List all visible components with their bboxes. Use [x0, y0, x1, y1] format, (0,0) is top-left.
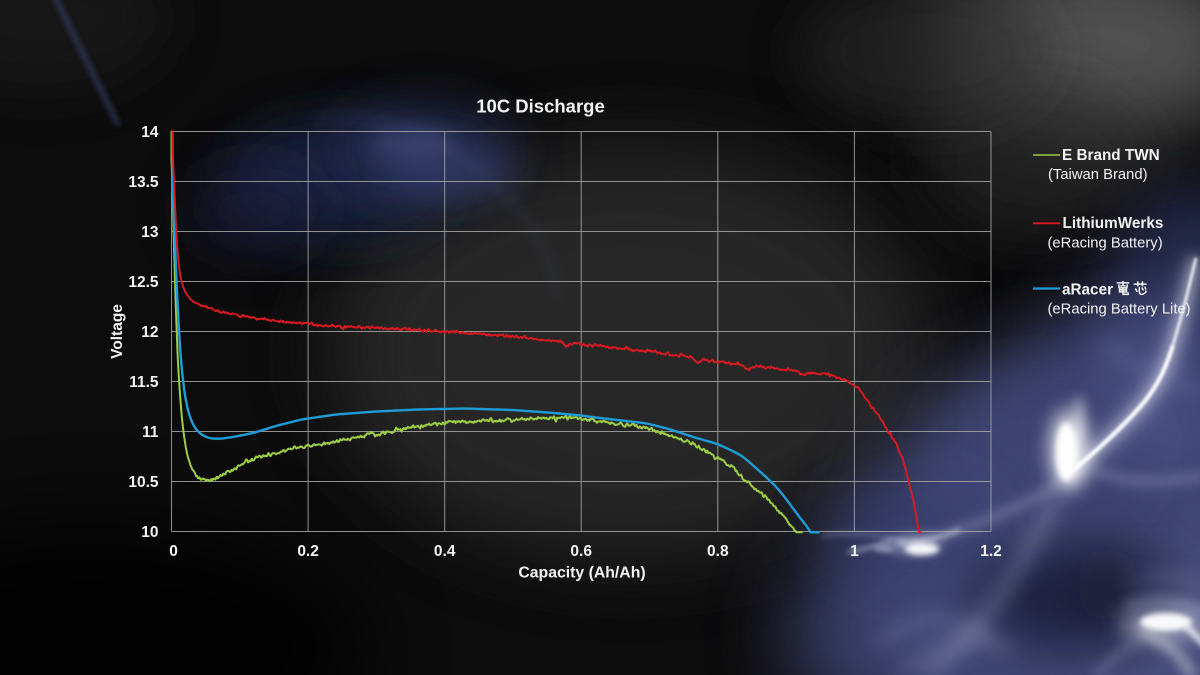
- svg-text:12.5: 12.5: [128, 274, 159, 291]
- svg-text:13.5: 13.5: [128, 174, 159, 191]
- svg-text:LithiumWerks: LithiumWerks: [1063, 215, 1164, 232]
- svg-text:12: 12: [141, 324, 158, 341]
- svg-text:(eRacing Battery): (eRacing Battery): [1048, 236, 1163, 252]
- svg-text:11.5: 11.5: [129, 374, 159, 391]
- svg-text:0.8: 0.8: [707, 543, 729, 560]
- svg-text:14: 14: [141, 124, 159, 141]
- svg-text:aRacer: aRacer: [1062, 282, 1113, 299]
- svg-text:Voltage: Voltage: [109, 304, 126, 359]
- svg-text:(eRacing Battery Lite): (eRacing Battery Lite): [1048, 302, 1191, 318]
- svg-text:10.5: 10.5: [128, 474, 159, 491]
- svg-text:10: 10: [141, 524, 158, 541]
- svg-text:10C Discharge: 10C Discharge: [476, 95, 605, 116]
- svg-text:11: 11: [142, 424, 159, 441]
- svg-text:0.6: 0.6: [570, 543, 592, 560]
- svg-text:13: 13: [141, 224, 159, 241]
- svg-text:E Brand TWN: E Brand TWN: [1062, 147, 1160, 164]
- svg-text:0.2: 0.2: [297, 543, 319, 560]
- svg-text:(Taiwan Brand): (Taiwan Brand): [1048, 167, 1148, 183]
- svg-text:0.4: 0.4: [434, 543, 456, 560]
- svg-text:1: 1: [850, 543, 859, 560]
- svg-text:1.2: 1.2: [980, 543, 1002, 560]
- svg-text:Capacity (Ah/Ah): Capacity (Ah/Ah): [518, 565, 645, 582]
- svg-text:0: 0: [169, 543, 178, 560]
